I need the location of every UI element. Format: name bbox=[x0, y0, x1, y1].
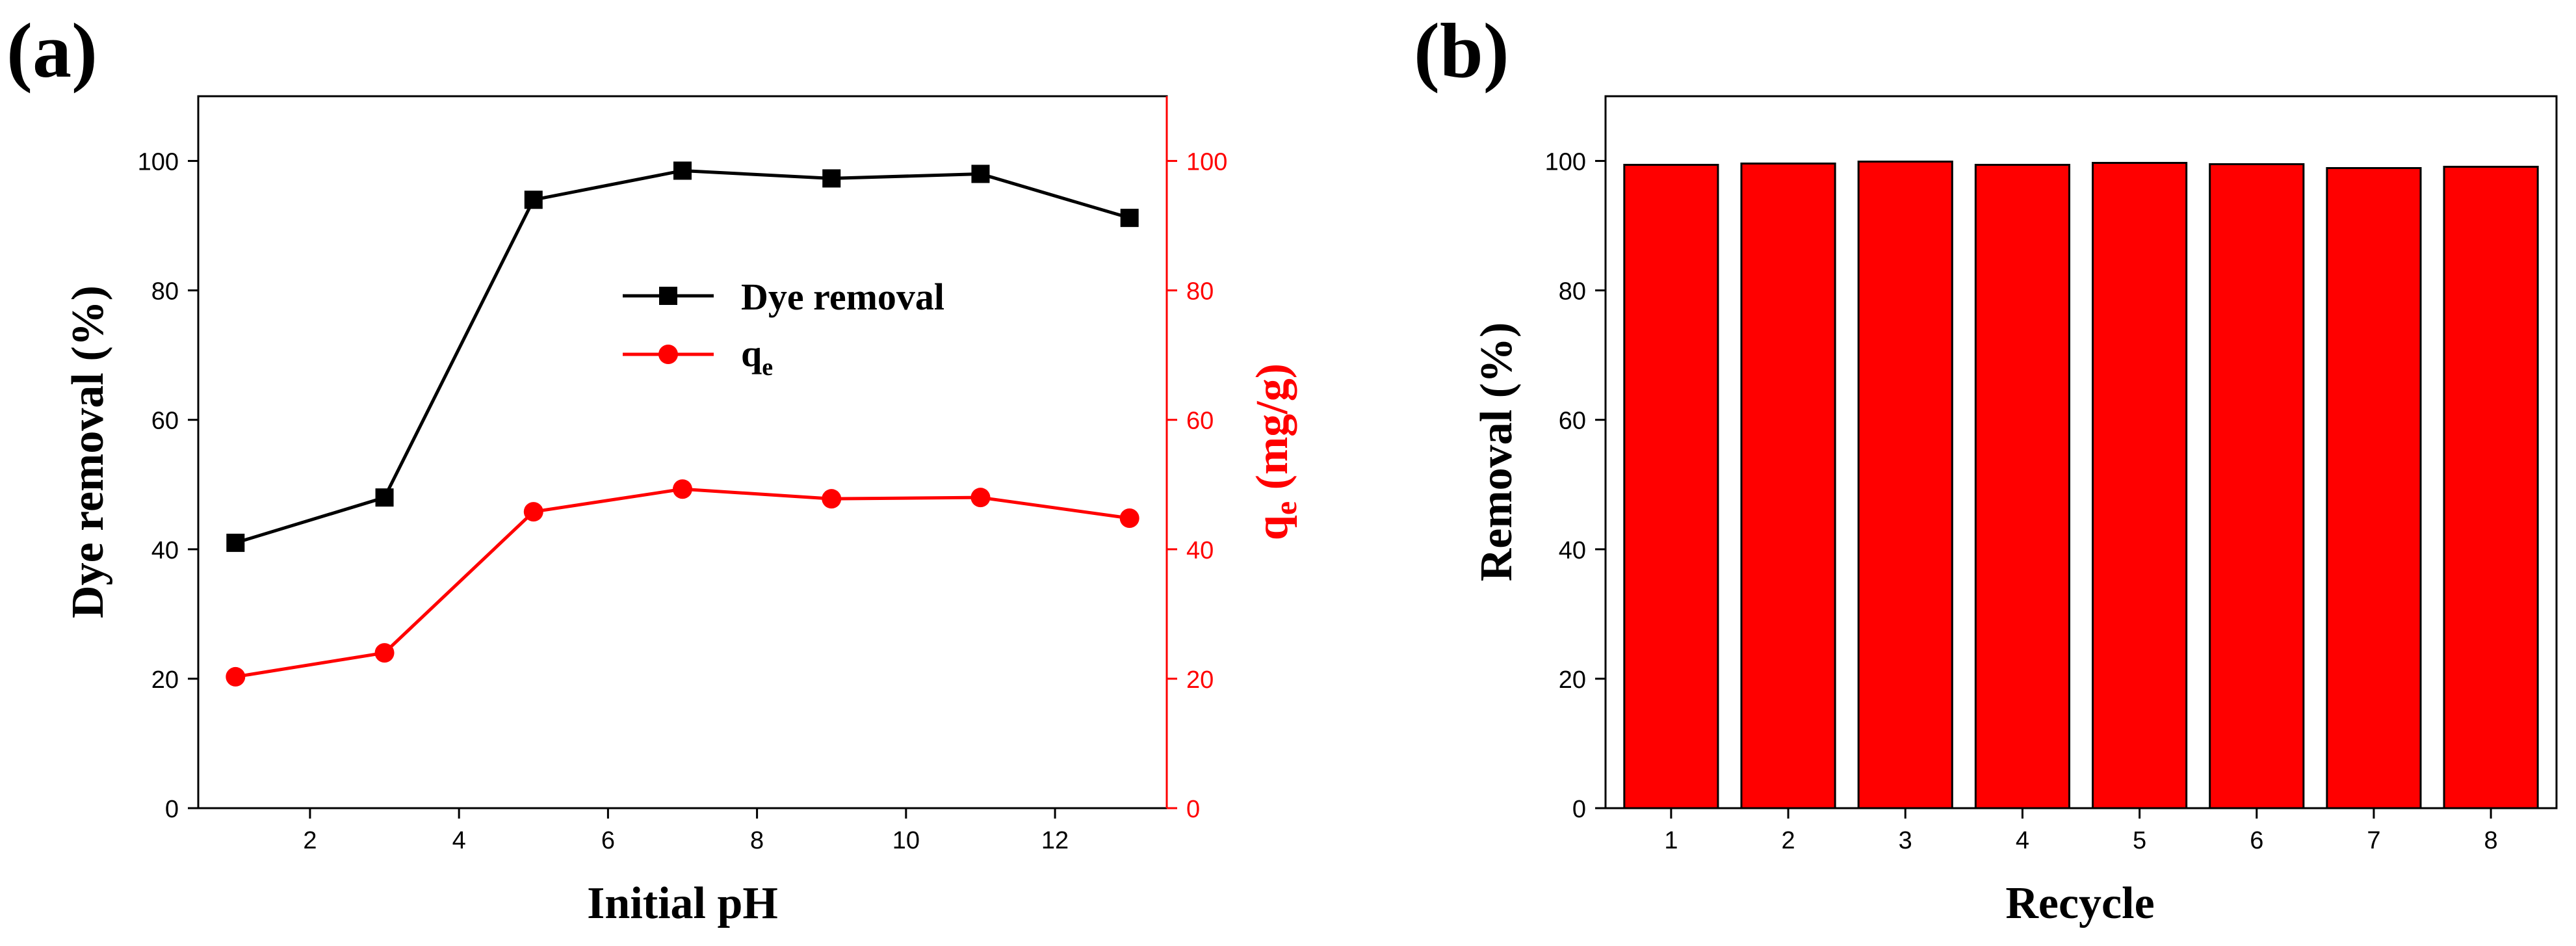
x-tick-label: 4 bbox=[452, 827, 466, 854]
y-tick-label: 100 bbox=[138, 149, 179, 176]
recycle-bar bbox=[1857, 161, 1953, 809]
y-tick-label: 20 bbox=[1559, 666, 1586, 694]
x-tick-label: 8 bbox=[750, 827, 764, 854]
qe-point bbox=[1119, 508, 1139, 529]
y-tick-label: 100 bbox=[1545, 149, 1586, 176]
x-tick-label: 2 bbox=[303, 827, 317, 854]
qe-point bbox=[226, 666, 246, 687]
panel-a-label: (a) bbox=[7, 7, 98, 94]
dye-removal-point bbox=[971, 164, 990, 183]
panel-b-x-axis-title: Recycle bbox=[2005, 878, 2154, 928]
y-tick-label: 20 bbox=[151, 666, 179, 694]
dye-removal-point bbox=[673, 161, 692, 180]
panel-a-y-ticks: 0 20 40 60 80 100 bbox=[138, 149, 198, 823]
panel-a-y2-axis-title: qe (mg/g) bbox=[1247, 363, 1303, 540]
qe-point bbox=[673, 479, 692, 499]
x-tick-label: 8 bbox=[2484, 827, 2498, 854]
x-tick-label: 10 bbox=[892, 827, 920, 854]
recycle-bar bbox=[2092, 162, 2188, 809]
x-tick-label: 12 bbox=[1041, 827, 1069, 854]
recycle-bar bbox=[1974, 164, 2070, 809]
recycle-bar bbox=[2326, 166, 2422, 809]
panel-b-bars bbox=[1623, 161, 2539, 809]
y-tick-label: 0 bbox=[1572, 796, 1586, 823]
qe-point bbox=[822, 489, 842, 509]
legend-marker-qe bbox=[658, 345, 678, 364]
panel-b-y-ticks: 0 20 40 60 80 100 bbox=[1545, 149, 1606, 823]
dye-removal-point bbox=[1120, 209, 1139, 228]
y-tick-label: 40 bbox=[1559, 537, 1586, 564]
panel-a-x-axis-title: Initial pH bbox=[587, 878, 778, 928]
qe-line bbox=[235, 487, 1130, 679]
panel-a-series bbox=[226, 161, 1139, 687]
qe-point bbox=[523, 502, 543, 522]
dye-removal-point bbox=[524, 191, 543, 209]
y-tick-label: 60 bbox=[1559, 408, 1586, 435]
panel-b: (b) 1 2 3 4 5 6 7 8 0 20 40 60 80 100 Recycle Remova… bbox=[1414, 7, 2558, 928]
panel-b-y-axis-title: Removal (%) bbox=[1472, 322, 1522, 582]
qe-point bbox=[970, 488, 991, 508]
qe-point bbox=[374, 643, 395, 663]
panel-a: (a) 2 4 6 8 10 12 0 20 40 60 80 100 0 20 40 60 80 100 I… bbox=[7, 7, 1303, 928]
recycle-bar bbox=[1623, 164, 1719, 809]
legend-label-qe: qe bbox=[741, 332, 773, 381]
x-tick-label: 6 bbox=[2250, 827, 2263, 854]
panel-a-y2-ticks: 0 20 40 60 80 100 bbox=[1167, 149, 1227, 823]
recycle-bar bbox=[2209, 163, 2305, 809]
y2-tick-label: 20 bbox=[1186, 666, 1214, 694]
y-tick-label: 0 bbox=[165, 796, 179, 823]
y2-tick-label: 80 bbox=[1186, 278, 1214, 306]
panel-b-label: (b) bbox=[1414, 7, 1509, 94]
y-tick-label: 80 bbox=[1559, 278, 1586, 306]
y-tick-label: 40 bbox=[151, 537, 179, 564]
panel-a-x-ticks: 2 4 6 8 10 12 bbox=[303, 808, 1069, 854]
dye-removal-point bbox=[375, 488, 394, 507]
dye-removal-point bbox=[822, 169, 841, 188]
y2-tick-label: 60 bbox=[1186, 408, 1214, 435]
recycle-bar bbox=[2443, 166, 2539, 809]
panel-b-plot-frame bbox=[1604, 95, 2558, 809]
x-tick-label: 4 bbox=[2016, 827, 2029, 854]
panel-a-y-axis-title: Dye removal (%) bbox=[63, 285, 113, 618]
dye-removal-point bbox=[226, 533, 245, 552]
x-tick-label: 7 bbox=[2367, 827, 2380, 854]
x-tick-label: 5 bbox=[2133, 827, 2146, 854]
recycle-bar bbox=[1740, 163, 1836, 809]
y-tick-label: 60 bbox=[151, 408, 179, 435]
x-tick-label: 3 bbox=[1899, 827, 1912, 854]
panel-a-plot-frame bbox=[197, 95, 1168, 809]
x-tick-label: 2 bbox=[1781, 827, 1795, 854]
y2-tick-label: 100 bbox=[1186, 149, 1227, 176]
y2-tick-label: 0 bbox=[1186, 796, 1200, 823]
y-tick-label: 80 bbox=[151, 278, 179, 306]
x-tick-label: 1 bbox=[1664, 827, 1678, 854]
legend-marker-dye-removal bbox=[659, 287, 677, 305]
legend-label-dye-removal: Dye removal bbox=[741, 276, 944, 318]
panel-b-x-ticks: 1 2 3 4 5 6 7 8 bbox=[1664, 808, 2498, 854]
x-tick-label: 6 bbox=[601, 827, 615, 854]
y2-tick-label: 40 bbox=[1186, 537, 1214, 564]
panel-a-legend: Dye removal qe bbox=[623, 276, 944, 381]
